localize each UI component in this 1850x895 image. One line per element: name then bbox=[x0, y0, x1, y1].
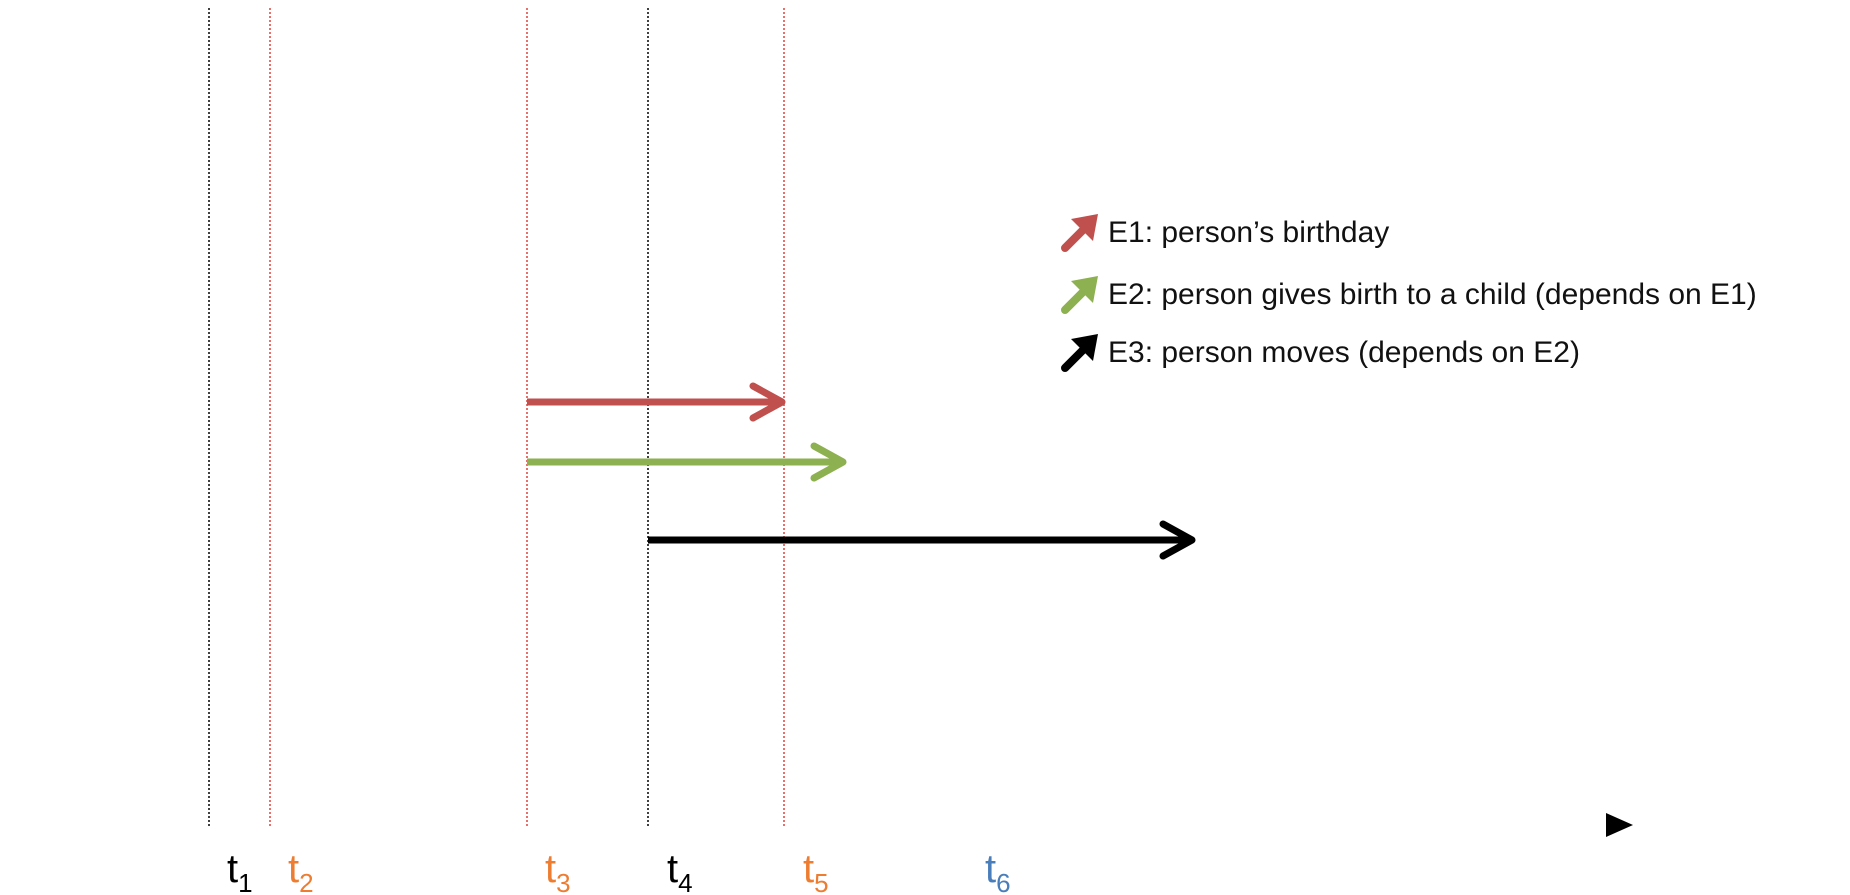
tick-label-t2: t2 bbox=[288, 847, 314, 895]
tick-label-t5: t5 bbox=[803, 847, 829, 895]
legend-label-e1: E1: person’s birthday bbox=[1108, 216, 1389, 249]
legend: E1: person’s birthday E2: person gives b… bbox=[1061, 214, 1757, 372]
tick-label-t3: t3 bbox=[545, 847, 571, 895]
legend-arrow-icon-e1 bbox=[1061, 214, 1098, 252]
legend-label-e2: E2: person gives birth to a child (depen… bbox=[1108, 278, 1757, 311]
event-arrow-e3 bbox=[648, 520, 1196, 560]
event-arrow-e2 bbox=[527, 442, 847, 482]
time-axis-arrowhead bbox=[1606, 813, 1633, 837]
event-arrow-e1 bbox=[527, 382, 786, 422]
tick-label-t1: t1 bbox=[227, 847, 253, 895]
tick-label-t4: t4 bbox=[667, 847, 693, 895]
legend-arrow-icon-e2 bbox=[1061, 276, 1098, 314]
tick-label-t6: t6 bbox=[985, 847, 1011, 895]
legend-arrow-icon-e3 bbox=[1061, 334, 1098, 372]
legend-label-e3: E3: person moves (depends on E2) bbox=[1108, 336, 1580, 369]
